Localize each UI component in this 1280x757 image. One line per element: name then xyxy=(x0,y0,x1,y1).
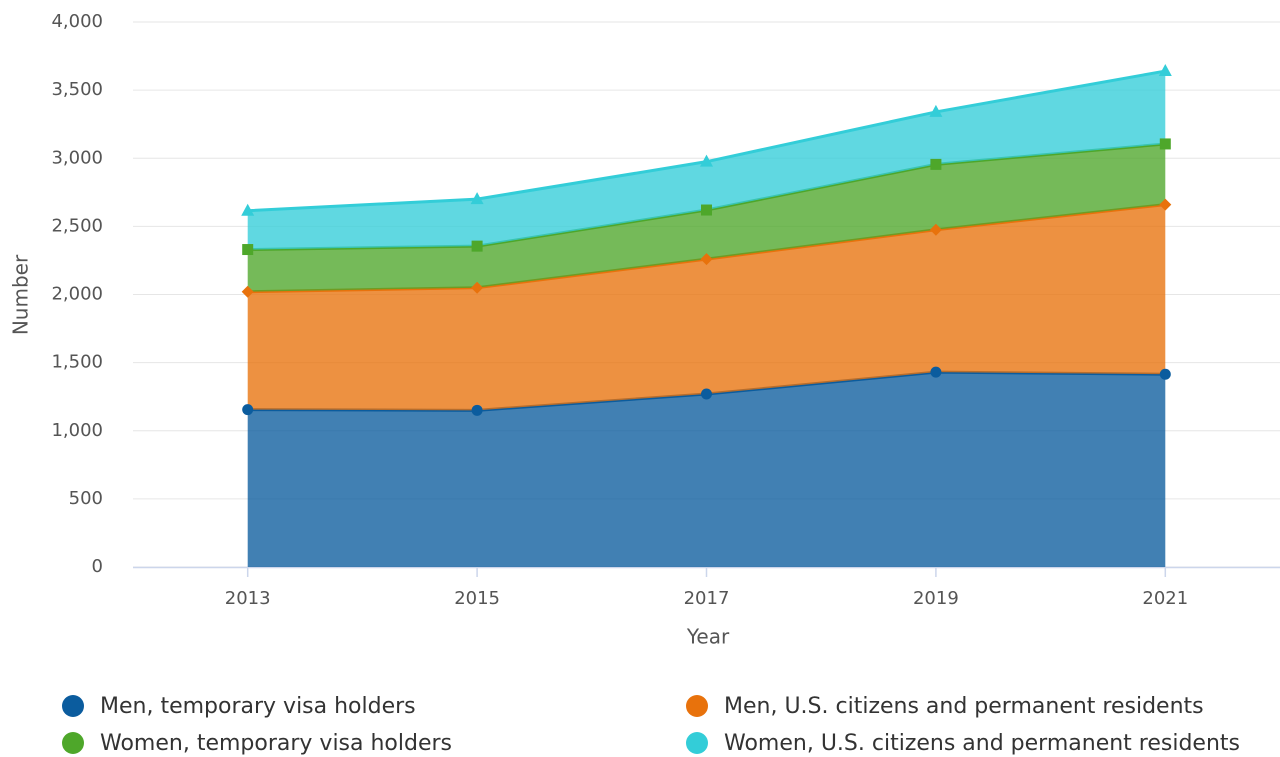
y-tick-label: 1,000 xyxy=(51,420,103,441)
y-axis-title: Number xyxy=(9,254,33,335)
marker xyxy=(241,285,254,298)
legend-label: Women, temporary visa holders xyxy=(100,731,452,756)
x-tick-label: 2021 xyxy=(1142,588,1188,609)
y-tick-label: 2,500 xyxy=(51,215,103,236)
legend-swatch xyxy=(62,695,84,717)
marker xyxy=(241,203,255,216)
x-axis-title: Year xyxy=(686,625,730,649)
y-tick-label: 0 xyxy=(92,556,103,577)
x-tick-label: 2013 xyxy=(225,588,271,609)
marker xyxy=(471,281,484,294)
marker xyxy=(242,244,254,256)
marker xyxy=(929,223,942,236)
legend-label: Women, U.S. citizens and permanent resid… xyxy=(724,731,1240,756)
x-tick-label: 2019 xyxy=(913,588,959,609)
marker xyxy=(1158,64,1172,77)
marker xyxy=(701,388,712,400)
marker xyxy=(700,253,713,266)
legend-swatch xyxy=(686,695,708,717)
x-tick-label: 2015 xyxy=(454,588,500,609)
y-tick-label: 3,000 xyxy=(51,147,103,168)
legend-label: Men, temporary visa holders xyxy=(100,694,416,719)
marker xyxy=(700,154,713,167)
legend-swatch xyxy=(686,732,708,754)
area xyxy=(247,204,1166,411)
legend-swatch xyxy=(62,732,84,754)
y-tick-label: 4,000 xyxy=(51,11,103,32)
marker xyxy=(930,158,942,170)
marker xyxy=(1159,138,1171,150)
y-tick-label: 3,500 xyxy=(51,79,103,100)
x-tick-label: 2017 xyxy=(684,588,730,609)
area xyxy=(247,372,1166,567)
marker xyxy=(471,240,483,252)
marker xyxy=(470,192,484,205)
marker xyxy=(930,366,942,378)
marker xyxy=(1159,368,1171,380)
marker xyxy=(471,404,483,416)
legend-label: Men, U.S. citizens and permanent residen… xyxy=(724,694,1204,719)
y-tick-label: 1,500 xyxy=(51,352,103,373)
y-tick-label: 500 xyxy=(69,488,103,509)
marker xyxy=(1159,198,1172,211)
marker xyxy=(242,404,254,416)
marker xyxy=(929,104,943,117)
area xyxy=(247,143,1166,292)
marker xyxy=(701,204,712,216)
y-tick-label: 2,000 xyxy=(51,284,103,305)
